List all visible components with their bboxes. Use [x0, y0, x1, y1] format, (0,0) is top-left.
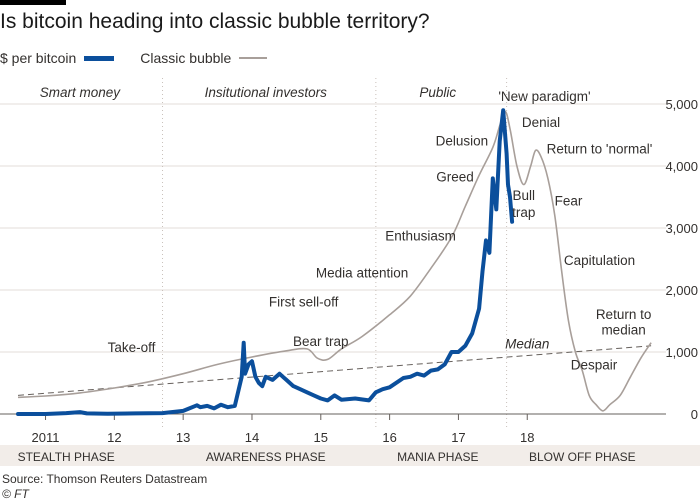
audience-label-2: Public — [419, 85, 456, 100]
annotation-13: Capitulation — [564, 253, 635, 268]
annotation-6: Delusion — [436, 134, 489, 149]
phase-band — [0, 445, 700, 466]
phase-label-3: BLOW OFF PHASE — [529, 450, 636, 464]
x-tick-label-3: 14 — [245, 430, 259, 445]
audience-label-1: Insitutional investors — [205, 85, 328, 100]
y-tick-label-2: 2,000 — [665, 283, 698, 298]
annotation-3: Media attention — [316, 266, 408, 281]
phase-label-0: STEALTH PHASE — [18, 450, 115, 464]
y-tick-label-0: 0 — [691, 407, 698, 422]
annotation-2: Bear trap — [293, 334, 349, 349]
legend-label-bubble: Classic bubble — [140, 50, 232, 66]
x-tick-label-0: 2011 — [32, 430, 60, 445]
annotation-4: Enthusiasm — [385, 228, 456, 243]
x-tick-label-6: 17 — [451, 430, 465, 445]
legend-item-bitcoin: $ per bitcoin — [0, 50, 115, 66]
phase-label-2: MANIA PHASE — [397, 450, 478, 464]
y-tick-label-1: 1,000 — [665, 345, 698, 360]
y-tick-label-5: 5,000 — [665, 97, 698, 112]
legend: $ per bitcoin Classic bubble — [0, 50, 293, 66]
y-tick-label-3: 3,000 — [665, 221, 698, 236]
annotation-1: First sell-off — [269, 295, 339, 310]
annotation-15: Return to — [596, 307, 652, 322]
x-tick-label-5: 16 — [382, 430, 396, 445]
legend-swatch-bitcoin — [84, 55, 115, 61]
annotation-17: Despair — [571, 357, 618, 372]
annotation-16: median — [601, 323, 645, 338]
phase-label-1: AWARENESS PHASE — [206, 450, 326, 464]
legend-swatch-bubble — [239, 57, 268, 59]
annotation-14: Median — [505, 336, 549, 351]
annotation-11: Return to 'normal' — [547, 142, 653, 157]
audience-label-0: Smart money — [40, 85, 122, 100]
annotation-7: 'New paradigm' — [498, 89, 590, 104]
annotation-10: trap — [512, 205, 535, 220]
annotation-5: Greed — [436, 170, 474, 185]
chart-title: Is bitcoin heading into classic bubble t… — [0, 10, 430, 33]
y-tick-label-4: 4,000 — [665, 159, 698, 174]
x-tick-label-7: 18 — [520, 430, 534, 445]
ft-header-bar — [0, 0, 66, 5]
annotation-0: Take-off — [108, 340, 156, 355]
annotation-12: Fear — [555, 194, 583, 209]
x-tick-label-4: 15 — [314, 430, 328, 445]
x-tick-label-1: 12 — [107, 430, 121, 445]
copyright: © FT — [2, 487, 29, 501]
source-note: Source: Thomson Reuters Datastream — [2, 472, 208, 486]
bitcoin-price-line — [16, 108, 515, 416]
legend-label-bitcoin: $ per bitcoin — [0, 50, 77, 66]
annotation-9: Bull — [513, 188, 536, 203]
x-tick-label-2: 13 — [176, 430, 190, 445]
annotation-8: Denial — [522, 115, 560, 130]
legend-item-bubble: Classic bubble — [140, 50, 268, 66]
chart-plot: 2011 12 13 14 15 16 17 18 0 1,000 2,000 3,000 4,000 5… — [0, 78, 700, 466]
